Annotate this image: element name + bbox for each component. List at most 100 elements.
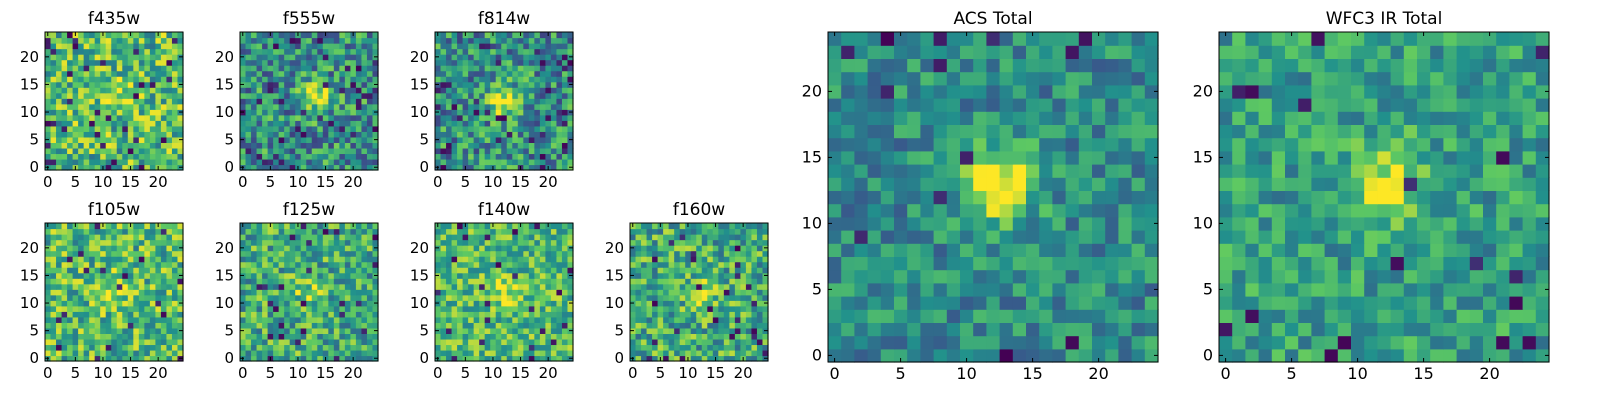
heatmap-cell [89, 223, 96, 230]
heatmap-cell [517, 48, 524, 55]
heatmap-cell [333, 136, 340, 143]
heatmap-cell [89, 59, 96, 66]
heatmap-cell [171, 245, 179, 252]
heatmap-cell [652, 261, 659, 268]
heatmap-cell [707, 228, 714, 235]
heatmap-cell [506, 158, 513, 166]
heatmap-cell [278, 272, 285, 279]
heatmap-cell [451, 294, 458, 301]
heatmap-cell [473, 333, 480, 340]
heatmap-cell [72, 103, 79, 110]
heatmap-cell [473, 261, 480, 268]
heatmap-cell [83, 338, 90, 346]
heatmap-cell [545, 92, 552, 99]
heatmap-cell [545, 153, 552, 160]
heatmap-cell [171, 294, 179, 301]
heatmap-cell [361, 131, 368, 138]
heatmap-cell [841, 269, 855, 284]
heatmap-cell [284, 327, 291, 334]
heatmap-cell [473, 267, 480, 274]
heatmap-cell [273, 59, 280, 66]
heatmap-cell [251, 87, 258, 94]
heatmap-cell [144, 355, 151, 362]
heatmap-cell [116, 59, 123, 66]
heatmap-cell [561, 256, 569, 263]
heatmap-cell [306, 278, 313, 285]
heatmap-cell [986, 269, 1001, 284]
heatmap-cell [506, 98, 513, 105]
heatmap-cell [745, 311, 753, 318]
heatmap-cell [920, 216, 935, 231]
heatmap-cell [528, 300, 535, 307]
heatmap-cell [127, 70, 134, 77]
heatmap-cell [462, 289, 469, 296]
heatmap-cell [473, 311, 480, 318]
heatmap-cell [880, 216, 895, 231]
heatmap-cell [50, 316, 57, 323]
heatmap-cell [528, 316, 535, 323]
heatmap-cell [333, 239, 340, 246]
heatmap-cell [138, 54, 145, 61]
heatmap-cell [528, 349, 535, 357]
heatmap-cell [1078, 269, 1093, 284]
heatmap-cell [50, 32, 57, 39]
x-tick-label: 5 [656, 364, 666, 382]
heatmap-cell [245, 43, 252, 50]
heatmap-cell [528, 245, 535, 252]
heatmap-cell [133, 305, 140, 312]
heatmap-cell [512, 234, 519, 241]
heatmap-cell [490, 294, 497, 301]
heatmap-cell [171, 234, 179, 241]
heatmap-cell [517, 87, 524, 94]
heatmap-cell [262, 327, 269, 334]
heatmap-cell [350, 294, 357, 301]
heatmap-cell [262, 136, 269, 143]
heatmap-cell [867, 190, 882, 205]
heatmap-cell [523, 158, 530, 166]
heatmap-cell [652, 344, 659, 351]
heatmap-cell [67, 43, 74, 50]
heatmap-cell [473, 164, 480, 171]
heatmap-cell [339, 316, 346, 323]
heatmap-cell [177, 48, 184, 55]
heatmap-cell [50, 344, 57, 351]
heatmap-cell [171, 87, 179, 94]
heatmap-cell [138, 125, 145, 132]
heatmap-cell [133, 158, 140, 166]
heatmap-cell [550, 300, 558, 307]
heatmap-cell [561, 338, 569, 346]
heatmap-cell [366, 43, 374, 50]
heatmap-cell [490, 344, 497, 351]
heatmap-cell [701, 355, 708, 362]
heatmap-cell [523, 228, 530, 235]
heatmap-cell [490, 147, 497, 155]
heatmap-cell [630, 322, 637, 329]
heatmap-cell [67, 37, 74, 44]
heatmap-cell [729, 250, 736, 257]
heatmap-cell [1078, 243, 1093, 257]
heatmap-cell [550, 228, 558, 235]
heatmap-cell [111, 70, 118, 77]
heatmap-cell [372, 103, 379, 110]
heatmap-cell [311, 338, 318, 346]
heatmap-cell [696, 355, 703, 362]
heatmap-cell [333, 344, 340, 351]
heatmap-cell [100, 228, 107, 235]
heatmap-cell [512, 114, 519, 121]
heatmap-cell [539, 294, 546, 301]
heatmap-cell [495, 305, 502, 312]
heatmap-cell [295, 267, 302, 274]
heatmap-cell [350, 256, 357, 263]
heatmap-cell [635, 228, 642, 235]
heatmap-cell [133, 234, 140, 241]
heatmap-cell [100, 158, 107, 166]
heatmap-cell [506, 245, 513, 252]
heatmap-cell [479, 294, 486, 301]
heatmap-cell [690, 322, 697, 329]
heatmap-cell [539, 32, 546, 39]
heatmap-cell [512, 311, 519, 318]
heatmap-cell [528, 43, 535, 50]
heatmap-cell [111, 289, 118, 296]
heatmap-cell [311, 349, 318, 357]
heatmap-cell [100, 256, 107, 263]
